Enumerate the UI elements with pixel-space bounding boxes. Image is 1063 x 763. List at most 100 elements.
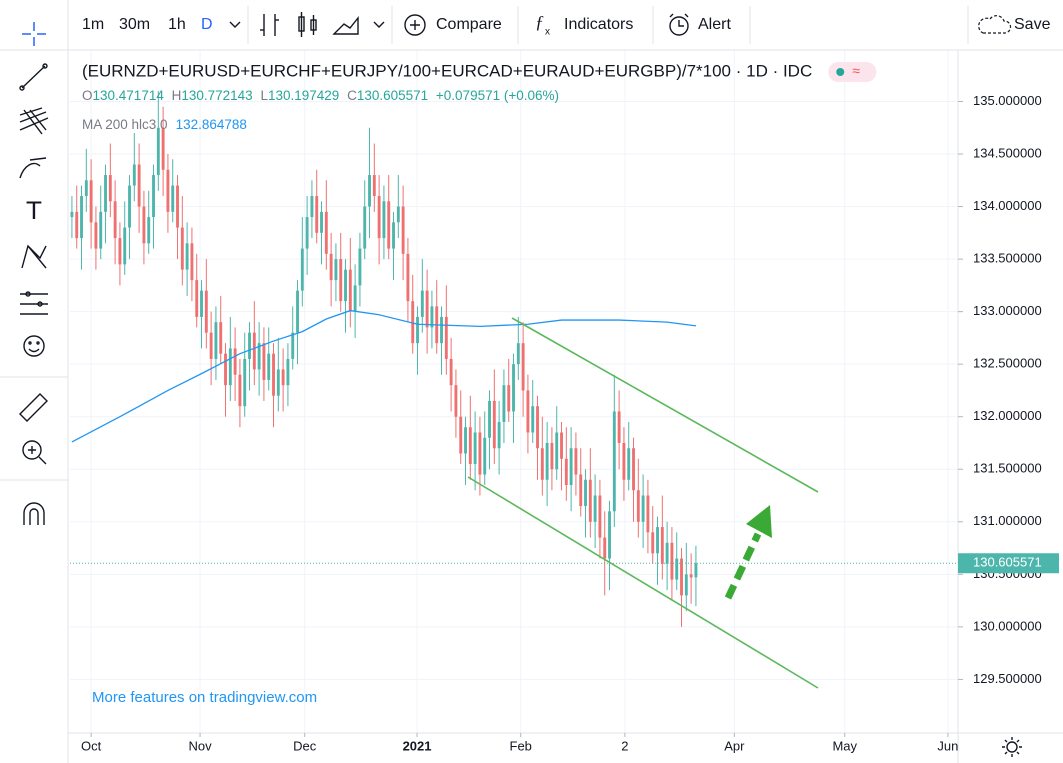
text-tool[interactable]: T bbox=[26, 197, 42, 225]
interval-30m[interactable]: 30m bbox=[119, 16, 150, 33]
compare-button[interactable]: Compare bbox=[436, 16, 502, 33]
candle-body bbox=[156, 127, 160, 176]
y-tick-label: 135.000000 bbox=[973, 93, 1042, 108]
candle-body bbox=[89, 180, 93, 223]
alert-icon-hands bbox=[669, 13, 689, 27]
crosshair-tool[interactable] bbox=[22, 22, 46, 46]
trendline-tool[interactable] bbox=[19, 63, 48, 91]
y-tick-label: 132.500000 bbox=[973, 356, 1042, 371]
candle-body bbox=[694, 563, 698, 578]
candle-body bbox=[617, 411, 621, 443]
candle-body bbox=[689, 574, 693, 578]
candle-body bbox=[80, 196, 83, 239]
candle-body bbox=[320, 211, 323, 233]
candle-body bbox=[492, 400, 496, 449]
candle-body bbox=[176, 185, 179, 228]
fib-tool[interactable] bbox=[19, 107, 49, 135]
candle-body bbox=[171, 185, 175, 212]
ruler-tool[interactable] bbox=[19, 393, 48, 422]
arrow-head bbox=[746, 505, 772, 538]
chart-type-menu[interactable] bbox=[373, 21, 385, 28]
candle-body bbox=[430, 306, 434, 328]
candle-body bbox=[123, 227, 127, 265]
candle-body bbox=[152, 175, 155, 218]
candle-body bbox=[84, 180, 88, 197]
candle-body bbox=[550, 442, 554, 470]
candle-body bbox=[200, 290, 203, 317]
alert-button[interactable]: Alert bbox=[698, 16, 731, 33]
indicators-icon[interactable]: ƒ bbox=[535, 12, 544, 32]
y-tick-label: 134.000000 bbox=[973, 198, 1042, 213]
compare-plus bbox=[410, 20, 420, 30]
open-label: O bbox=[82, 88, 93, 103]
prediction-tool[interactable] bbox=[20, 291, 48, 315]
candle-body bbox=[128, 185, 131, 228]
candle-body bbox=[406, 253, 410, 302]
candle-body bbox=[598, 495, 602, 538]
indicators-button[interactable]: Indicators bbox=[564, 16, 633, 33]
save-button[interactable]: Save bbox=[1014, 16, 1051, 33]
candle-body bbox=[233, 348, 237, 375]
magnet-tool[interactable] bbox=[23, 502, 45, 525]
save-icon[interactable] bbox=[978, 15, 1012, 34]
candle-body bbox=[296, 290, 299, 333]
candle-body bbox=[459, 416, 463, 454]
candle-body bbox=[478, 432, 482, 475]
candle-body bbox=[310, 196, 314, 218]
candle-body bbox=[540, 448, 544, 480]
candle-body bbox=[502, 385, 506, 422]
candle-body bbox=[185, 243, 189, 270]
indicators-icon-x: x bbox=[545, 27, 550, 38]
brush-tool[interactable] bbox=[19, 157, 47, 179]
change: +0.079571 (+0.06%) bbox=[436, 88, 559, 103]
candle-body bbox=[675, 558, 679, 580]
candle-body bbox=[300, 248, 304, 291]
candle-body bbox=[632, 448, 635, 491]
candle-body bbox=[531, 406, 535, 433]
alert-icon[interactable] bbox=[669, 16, 689, 36]
interval-menu[interactable] bbox=[229, 21, 241, 28]
interval-1m[interactable]: 1m bbox=[82, 16, 104, 33]
candles-icon[interactable] bbox=[298, 12, 317, 37]
candle-body bbox=[454, 385, 458, 417]
x-tick-label: Oct bbox=[81, 738, 102, 753]
candle-body bbox=[574, 448, 578, 475]
candle-body bbox=[305, 217, 309, 249]
candle-body bbox=[118, 238, 122, 265]
compare-icon[interactable] bbox=[404, 14, 426, 36]
candle-body bbox=[608, 511, 611, 559]
area-icon[interactable] bbox=[332, 16, 359, 35]
candle-body bbox=[315, 196, 319, 233]
bars-icon[interactable] bbox=[260, 14, 279, 36]
candle-body bbox=[425, 290, 429, 328]
zoom-tool[interactable] bbox=[22, 440, 47, 465]
last-price-label: 130.605571 bbox=[973, 555, 1042, 570]
icons-tool[interactable] bbox=[23, 335, 45, 357]
candle-body bbox=[137, 164, 141, 207]
y-tick-label: 130.000000 bbox=[973, 618, 1042, 633]
candle-body bbox=[166, 169, 170, 212]
interval-d[interactable]: D bbox=[201, 16, 213, 33]
pattern-tool[interactable] bbox=[21, 244, 47, 269]
candle-body bbox=[473, 432, 477, 465]
indicator-legend: MA 200 hlc3 0 132.864788 bbox=[82, 117, 247, 132]
x-tick-label: Jun bbox=[937, 738, 958, 753]
candle-body bbox=[344, 269, 347, 302]
candle-body bbox=[622, 442, 626, 480]
candle-body bbox=[444, 316, 448, 359]
interval-1h[interactable]: 1h bbox=[168, 16, 186, 33]
candle-body bbox=[190, 243, 194, 281]
candle-body bbox=[272, 353, 275, 396]
candle-body bbox=[94, 222, 98, 249]
candle-body bbox=[560, 432, 563, 459]
candle-body bbox=[627, 448, 631, 480]
candle-body bbox=[564, 458, 568, 486]
candle-body bbox=[276, 369, 280, 396]
x-tick-label: Feb bbox=[510, 738, 532, 753]
candle-body bbox=[243, 358, 247, 407]
top-toolbar bbox=[0, 0, 1063, 50]
watermark[interactable]: More features on tradingview.com bbox=[92, 689, 317, 706]
settings-icon[interactable] bbox=[1002, 737, 1022, 757]
candle-body bbox=[75, 211, 79, 239]
